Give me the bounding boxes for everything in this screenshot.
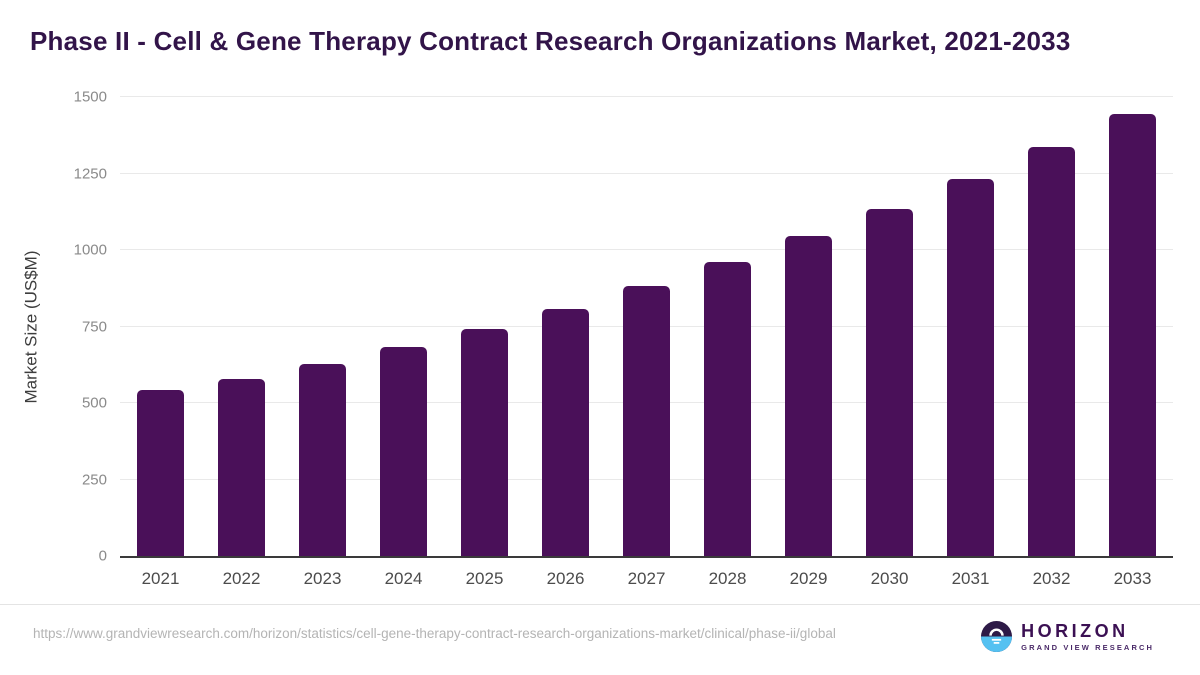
y-tick-label: 1500: [73, 88, 107, 106]
bar-column: [1092, 97, 1173, 556]
x-tick-label: 2026: [546, 569, 585, 588]
x-tick-label: 2025: [465, 569, 504, 588]
bar-2032[interactable]: [1028, 146, 1075, 556]
y-tick-label: 250: [81, 471, 107, 489]
y-tick-label: 750: [81, 318, 107, 335]
bar-2030[interactable]: [866, 208, 913, 556]
x-tick-label: 2030: [870, 569, 909, 588]
gridline: [120, 96, 1173, 97]
bar-column: [525, 97, 606, 556]
logo-name: HORIZON: [1021, 620, 1129, 641]
x-tick-label: 2033: [1113, 569, 1152, 588]
bar-column: [1011, 97, 1092, 556]
bar-column: [930, 97, 1011, 556]
logo-subtitle: GRAND VIEW RESEARCH: [1021, 642, 1154, 652]
x-tick-label: 2024: [384, 569, 423, 588]
bar-chart-plot-area: [120, 96, 1173, 558]
bars-container: [120, 97, 1173, 556]
bar-column: [687, 97, 768, 556]
bar-column: [606, 97, 687, 556]
bar-2023[interactable]: [299, 364, 346, 556]
page-title: Phase II - Cell & Gene Therapy Contract …: [30, 26, 1071, 56]
bar-2026[interactable]: [542, 308, 589, 556]
x-tick-label: 2028: [708, 569, 747, 588]
bar-2028[interactable]: [704, 262, 751, 556]
x-tick-label: 2022: [222, 569, 261, 588]
horizon-logo: HORIZON GRAND VIEW RESEARCH: [981, 621, 1154, 652]
y-tick-label: 500: [81, 394, 107, 412]
gridline: [120, 172, 1173, 174]
bar-column: [120, 97, 201, 556]
bar-2033[interactable]: [1109, 113, 1156, 556]
y-tick-label: 1000: [73, 241, 107, 259]
bar-2022[interactable]: [218, 379, 265, 556]
x-tick-label: 2031: [951, 569, 990, 588]
logo-text: HORIZON GRAND VIEW RESEARCH: [1021, 622, 1154, 652]
bar-column: [201, 97, 282, 556]
horizon-sun-icon: [981, 621, 1013, 652]
bar-2024[interactable]: [380, 347, 427, 556]
bar-column: [849, 97, 930, 556]
x-tick-label: 2023: [303, 569, 342, 588]
x-tick-label: 2029: [789, 569, 828, 588]
y-tick-label: 0: [98, 547, 107, 565]
bar-2029[interactable]: [785, 236, 832, 556]
bar-2021[interactable]: [137, 390, 184, 556]
bar-2027[interactable]: [623, 285, 670, 556]
x-tick-label: 2021: [141, 569, 180, 588]
bar-2025[interactable]: [461, 328, 508, 556]
bar-2031[interactable]: [947, 178, 994, 556]
footer: https://www.grandviewresearch.com/horizo…: [0, 604, 1200, 675]
bar-column: [363, 97, 444, 556]
y-tick-label: 1250: [73, 165, 107, 182]
bar-column: [282, 97, 363, 556]
x-tick-label: 2032: [1032, 569, 1071, 588]
y-axis-ticks: 0 250 500 750 1000 1250 1500: [0, 89, 107, 565]
x-tick-label: 2027: [627, 569, 666, 588]
bar-column: [444, 97, 525, 556]
gridline: [120, 249, 1173, 251]
source-url: https://www.grandviewresearch.com/horizo…: [33, 626, 836, 641]
bar-column: [768, 97, 849, 556]
x-axis-labels: 2021 2022 2023 2024 2025 2026 2027 2028 2029 2030…: [120, 569, 1173, 589]
